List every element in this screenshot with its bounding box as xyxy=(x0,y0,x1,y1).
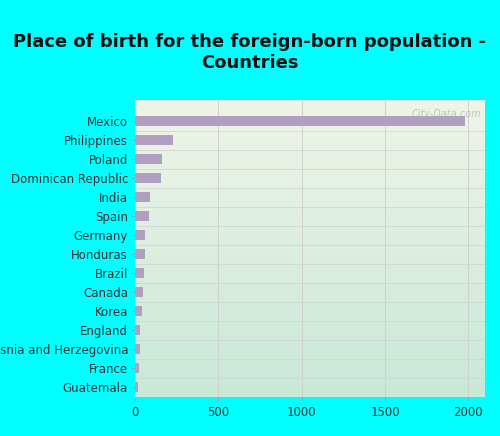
Bar xyxy=(135,211,148,221)
Text: Place of birth for the foreign-born population -
Countries: Place of birth for the foreign-born popu… xyxy=(14,33,486,72)
Bar xyxy=(135,287,143,297)
Bar xyxy=(135,306,141,317)
Bar xyxy=(135,116,465,126)
Text: City-Data.com: City-Data.com xyxy=(412,109,482,119)
Bar xyxy=(135,173,161,184)
Bar xyxy=(135,268,143,279)
Bar xyxy=(135,135,173,146)
Bar xyxy=(135,192,150,202)
Bar xyxy=(135,363,139,374)
Bar xyxy=(135,154,162,164)
Bar xyxy=(135,325,140,335)
Bar xyxy=(135,344,140,354)
Bar xyxy=(135,249,144,259)
Bar xyxy=(135,382,138,392)
Bar xyxy=(135,230,145,240)
